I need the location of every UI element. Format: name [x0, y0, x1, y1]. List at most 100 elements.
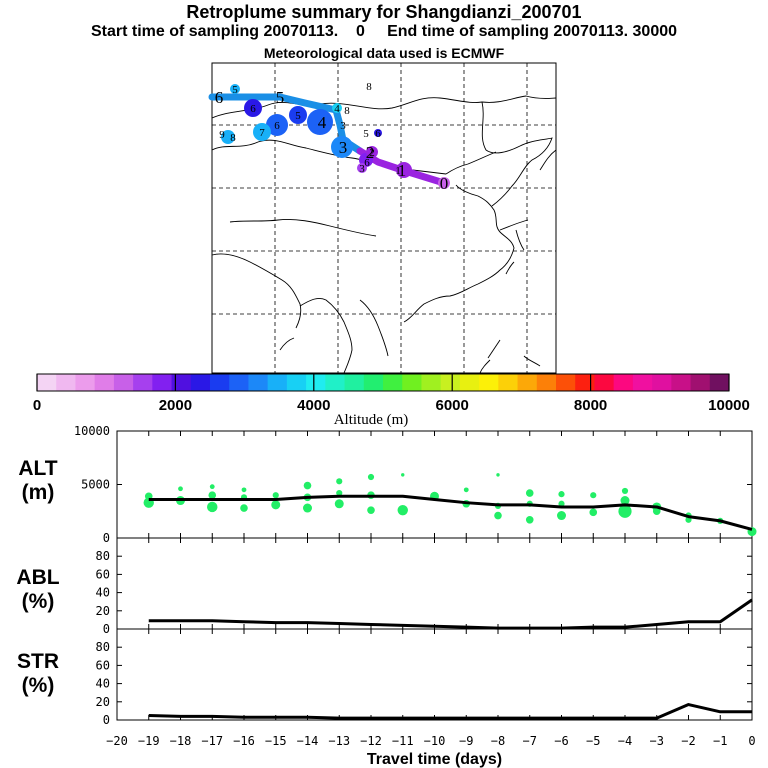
colorbar-cell — [479, 374, 499, 391]
cluster-label: 5 — [295, 110, 301, 122]
cluster-label: 7 — [259, 127, 265, 139]
cluster-bubble — [230, 84, 240, 94]
met-data-note: Meteorological data used is ECMWF — [263, 45, 505, 61]
colorbar-cell — [190, 374, 211, 391]
colorbar-tick-label: 10000 — [708, 397, 750, 414]
altitude-point — [303, 503, 312, 513]
altitude-point — [618, 504, 632, 518]
cluster-bubble — [266, 114, 288, 136]
cluster-bubble — [438, 177, 450, 189]
altitude-point — [590, 492, 597, 499]
y-tick-label: 20 — [96, 604, 110, 618]
cluster-label: 8 — [366, 81, 372, 93]
altitude-point — [525, 489, 534, 497]
altitude-point — [303, 481, 312, 490]
y-tick-label: 80 — [96, 549, 110, 563]
x-tick-label: −9 — [459, 734, 473, 748]
y-tick-label: 0 — [103, 622, 110, 636]
x-tick-label: −15 — [265, 734, 287, 748]
cluster-bubbles — [221, 84, 450, 189]
y-tick-label: 10000 — [74, 424, 110, 438]
altitude-point — [272, 492, 279, 499]
colorbar-cell — [113, 374, 134, 391]
cluster-label: 6 — [364, 157, 370, 169]
y-axis-label: STR — [17, 650, 59, 673]
colorbar-cell — [536, 374, 557, 391]
colorbar-title: Altitude (m) — [334, 412, 409, 428]
panel-alt: ALT(m) 0 5000 10000 — [18, 424, 757, 545]
cluster-bubble — [253, 123, 271, 141]
x-axis-label: Travel time (days) — [367, 751, 502, 768]
x-tick-label: −10 — [424, 734, 446, 748]
cluster-label: 8 — [344, 105, 350, 117]
cluster-bubble — [366, 146, 378, 158]
cluster-label: 4 — [334, 103, 340, 115]
colorbar-cell — [37, 374, 57, 391]
trajectory-label: 5 — [276, 88, 285, 107]
colorbar-cell — [286, 374, 307, 391]
colorbar-cell — [133, 374, 153, 391]
x-tick-label: −8 — [491, 734, 505, 748]
series-line — [148, 598, 753, 630]
cluster-bubble — [307, 109, 333, 135]
cluster-bubble — [221, 130, 235, 144]
altitude-point — [207, 501, 218, 513]
trajectory-label: 2 — [366, 143, 375, 162]
colorbar-cell — [421, 374, 442, 391]
y-tick-label: 40 — [96, 586, 110, 600]
panel-abl: ABL(%) 0 20 40 60 80 — [16, 537, 753, 636]
y-tick-label: 60 — [96, 567, 110, 581]
cluster-label: 8 — [230, 132, 236, 144]
colorbar-tick-label: 6000 — [436, 397, 469, 414]
colorbar-cell — [459, 374, 480, 391]
map-frame — [211, 62, 557, 374]
y-tick-label: 0 — [103, 713, 110, 727]
series-line — [148, 703, 752, 720]
cluster-label: 3 — [340, 120, 346, 132]
cluster-labels: 5 6 5 6 6 7 8 9 8 3 4 5 6 2 3 8 1 — [219, 81, 401, 177]
altitude-point — [336, 478, 343, 485]
series-line — [148, 494, 753, 531]
altitude-point — [178, 486, 183, 492]
colorbar-cell — [152, 374, 173, 391]
altitude-point — [271, 500, 281, 510]
altitude-point — [621, 487, 629, 495]
altitude-point — [558, 500, 565, 507]
x-tick-label: −7 — [523, 734, 537, 748]
y-tick-label: 60 — [96, 658, 110, 672]
altitude-point — [397, 504, 408, 516]
colorbar-cell — [440, 374, 461, 391]
colorbar-cell — [344, 374, 365, 391]
x-tick-label: −19 — [138, 734, 160, 748]
y-tick-label: 0 — [103, 531, 110, 545]
colorbar-cell — [210, 374, 230, 391]
altitude-point — [496, 473, 500, 477]
panel-frame — [116, 537, 753, 630]
colorbar-cell — [229, 374, 249, 391]
cluster-label: 1 — [395, 165, 401, 177]
y-axis-label: (%) — [22, 674, 55, 697]
colorbar-cell — [248, 374, 269, 391]
colorbar-cell — [671, 374, 692, 391]
chart-subtitle: Start time of sampling 20070113. 0 End t… — [90, 23, 678, 40]
colorbar-cell — [383, 374, 403, 391]
x-tick-label: −11 — [392, 734, 414, 748]
altitude-point — [589, 508, 598, 517]
y-tick-label: 80 — [96, 640, 110, 654]
colorbar-tick-label: 2000 — [159, 397, 192, 414]
trajectory-label: 4 — [318, 113, 327, 132]
cluster-label: 2 — [369, 147, 375, 159]
colorbar-cell — [498, 374, 519, 391]
cluster-label: 6 — [250, 103, 256, 115]
x-tick-label: −16 — [233, 734, 255, 748]
altitude-point — [494, 511, 502, 520]
timeseries-panels: ALT(m)0500010000ABL(%)020406080STR(%)020… — [16, 424, 757, 768]
y-tick-label: 40 — [96, 677, 110, 691]
colorbar-cell — [56, 374, 76, 391]
trajectory-label: 6 — [215, 88, 224, 107]
altitude-point — [367, 473, 375, 481]
altitude-point — [209, 484, 215, 490]
trajectory-label: 3 — [339, 138, 348, 157]
colorbar-cell — [709, 374, 730, 391]
